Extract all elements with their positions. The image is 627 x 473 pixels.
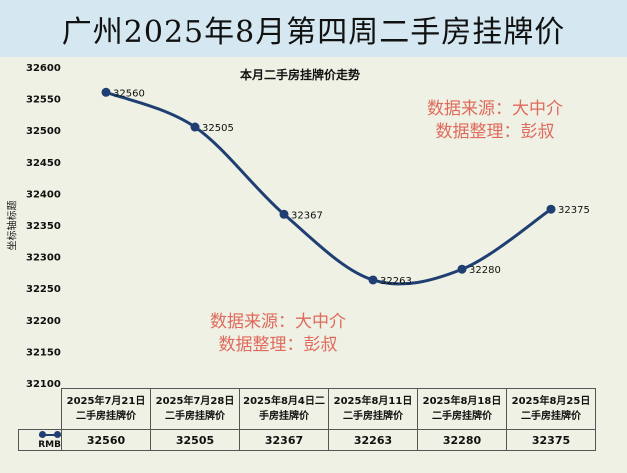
table-value: 32505	[150, 429, 240, 451]
data-point	[457, 264, 467, 274]
data-label: 32375	[558, 205, 590, 216]
y-tick-label: 32300	[26, 253, 61, 264]
category-header: 2025年7月21日 二手房挂牌价	[61, 388, 151, 430]
watermark-author: 数据整理：彭叔	[435, 122, 555, 142]
title-bar: 广州2025年8月第四周二手房挂牌价	[0, 0, 627, 57]
legend-marker-icon	[39, 430, 61, 438]
data-point	[546, 204, 556, 214]
category-header: 2025年8月11日 二手房挂牌价	[328, 388, 418, 430]
y-tick-label: 32550	[26, 95, 61, 106]
category-header: 2025年7月28日 二手房挂牌价	[150, 388, 240, 430]
y-tick-label: 32250	[26, 284, 61, 295]
data-table: 2025年7月21日 二手房挂牌价 2025年7月28日 二手房挂牌价 2025年8…	[18, 388, 596, 451]
y-tick-label: 32600	[26, 63, 61, 74]
y-tick-label: 32150	[26, 347, 61, 358]
chart-title: 本月二手房挂牌价走势	[239, 68, 360, 82]
data-label: 32263	[380, 276, 412, 287]
watermark-bottom: 数据来源：大中介 数据整理：彭叔	[188, 311, 368, 357]
table-value: 32263	[328, 429, 418, 451]
y-tick-label: 32500	[26, 126, 61, 137]
data-point	[279, 209, 289, 219]
table-value: 32375	[506, 429, 596, 451]
watermark-source: 数据来源：大中介	[427, 99, 563, 119]
y-tick-label: 32400	[26, 189, 61, 200]
data-label: 32560	[113, 88, 145, 99]
data-label: 32505	[202, 123, 234, 134]
category-header: 2025年8月18日 二手房挂牌价	[417, 388, 507, 430]
y-tick-label: 32200	[26, 316, 61, 327]
page-title: 广州2025年8月第四周二手房挂牌价	[61, 14, 566, 50]
y-tick-label: 32450	[26, 158, 61, 169]
data-point	[368, 275, 378, 285]
table-value: 32560	[61, 429, 151, 451]
y-tick-label: 32350	[26, 221, 61, 232]
watermark-top: 数据来源：大中介 数据整理：彭叔	[405, 98, 585, 144]
data-label: 32367	[291, 210, 323, 221]
watermark-source: 数据来源：大中介	[210, 312, 346, 332]
y-tick-label: 32100	[26, 379, 61, 390]
data-point	[190, 122, 200, 132]
category-header: 2025年8月25日 二手房挂牌价	[506, 388, 596, 430]
category-header: 2025年8月4日二 手房挂牌价	[239, 388, 329, 430]
data-point	[101, 87, 111, 97]
table-value: 32280	[417, 429, 507, 451]
legend-series: RMB	[18, 429, 62, 451]
table-value: 32367	[239, 429, 329, 451]
watermark-author: 数据整理：彭叔	[218, 335, 338, 355]
data-label: 32280	[469, 265, 501, 276]
